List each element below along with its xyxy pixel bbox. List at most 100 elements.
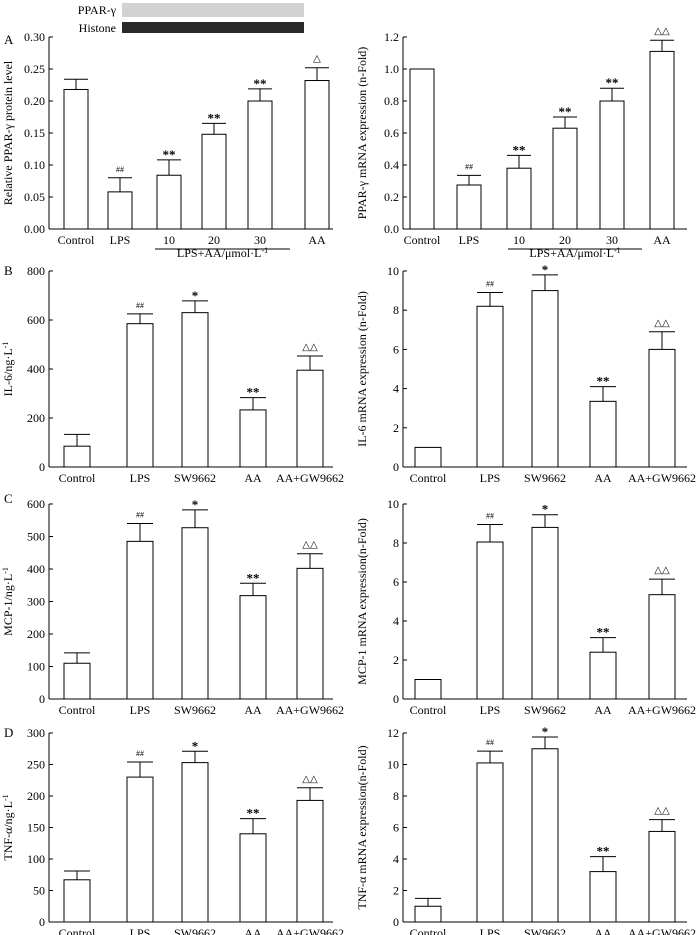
x-tick-label: AA: [244, 471, 262, 485]
x-tick-label: 30: [606, 233, 618, 247]
y-axis-label: IL-6/ng·L-1: [1, 342, 16, 397]
chart-6: 0 2 4 6 8 10 MCP-1 mRNA expression(n-Fold) Cont…: [355, 497, 696, 717]
x-tick-label: Control: [404, 233, 441, 247]
y-tick-label: 10: [387, 497, 399, 511]
y-tick-label: 1.0: [384, 62, 399, 76]
significance-mark: **: [513, 142, 526, 157]
x-tick-label: AA+GW9662: [628, 926, 696, 935]
bar-LPS: [476, 762, 504, 923]
bar-AA: [239, 409, 267, 468]
x-tick-label: SW9662: [524, 703, 566, 717]
bar-SW9662: [181, 312, 209, 468]
significance-mark: **: [597, 374, 610, 389]
y-tick-label: 800: [27, 264, 45, 278]
y-tick-label: 0.00: [24, 222, 45, 236]
significance-mark: △△: [654, 806, 670, 817]
chart-2: 0.0 0.2 0.4 0.6 0.8 1.0 1.2 PPAR-γ mRNA express…: [355, 26, 687, 260]
bar-Control: [63, 445, 91, 468]
y-tick-label: 600: [27, 313, 45, 327]
y-tick-label: 1.2: [384, 30, 399, 44]
x-tick-label: SW9662: [174, 926, 216, 935]
y-tick-label: 4: [393, 614, 399, 628]
significance-mark: ##: [116, 165, 124, 174]
bar-Control: [63, 88, 89, 230]
y-tick-label: 6: [393, 342, 399, 356]
panel-letter-a: A: [4, 32, 14, 47]
y-tick-label: 100: [27, 660, 45, 674]
y-tick-label: 8: [393, 789, 399, 803]
x-tick-label: LPS: [480, 926, 501, 935]
bar-LPS: [107, 191, 133, 230]
significance-mark: *: [542, 502, 549, 517]
y-tick-label: 0: [39, 460, 45, 474]
x-tick-label: AA: [594, 703, 612, 717]
significance-mark: △△: [654, 565, 670, 576]
bar-AA+GW9662: [648, 348, 676, 468]
y-axis-label: IL-6 mRNA expression (n-Fold): [355, 291, 369, 447]
bar-20: [552, 127, 578, 230]
y-tick-label: 2: [393, 653, 399, 667]
significance-mark: ##: [486, 511, 494, 520]
x-tick-label: SW9662: [174, 471, 216, 485]
bar-Control: [409, 68, 435, 230]
bar-AA: [589, 651, 617, 700]
significance-mark: **: [597, 844, 610, 859]
x-tick-label: 10: [513, 233, 525, 247]
y-tick-label: 4: [393, 852, 399, 866]
bar-10: [156, 174, 182, 230]
y-axis-label: MCP-1 mRNA expression(n-Fold): [355, 518, 369, 685]
bar-30: [247, 100, 273, 230]
y-tick-label: 150: [27, 821, 45, 835]
significance-mark: **: [247, 385, 260, 400]
bar-SW9662: [181, 762, 209, 923]
x-tick-label: AA: [653, 233, 671, 247]
group-label: LPS+AA/μmol·L-1: [529, 246, 620, 261]
western-blot: PPAR-γ Histone: [78, 3, 304, 35]
significance-mark: **: [163, 147, 176, 162]
y-tick-label: 0.6: [384, 126, 399, 140]
y-tick-label: 0.05: [24, 190, 45, 204]
bar-AA+GW9662: [296, 567, 324, 700]
y-axis-label: MCP-1/ng·L-1: [1, 567, 16, 636]
x-tick-label: LPS: [110, 233, 131, 247]
bar-Control: [63, 662, 91, 700]
y-tick-label: 0: [393, 460, 399, 474]
y-tick-label: 0.15: [24, 126, 45, 140]
significance-mark: **: [606, 75, 619, 90]
chart-3: 0 200 400 600 800 IL-6/ng·L-1 Control ## LPS * SW9…: [1, 264, 345, 485]
y-axis-label: TNF-α mRNA expression(n-Fold): [355, 745, 369, 909]
significance-mark: △: [313, 54, 321, 65]
significance-mark: **: [208, 110, 221, 125]
bar-LPS: [126, 323, 154, 468]
x-tick-label: AA: [594, 926, 612, 935]
significance-mark: △△: [302, 540, 318, 551]
significance-mark: ##: [136, 749, 144, 758]
y-tick-label: 200: [27, 627, 45, 641]
x-tick-label: AA: [244, 703, 262, 717]
significance-mark: **: [597, 625, 610, 640]
x-tick-label: SW9662: [174, 703, 216, 717]
x-tick-label: AA: [308, 233, 326, 247]
significance-mark: ##: [136, 511, 144, 520]
y-tick-label: 0.8: [384, 94, 399, 108]
bar-10: [506, 167, 532, 230]
bar-AA: [239, 595, 267, 700]
y-tick-label: 0: [39, 692, 45, 706]
x-tick-label: AA+GW9662: [628, 471, 696, 485]
bar-30: [599, 100, 625, 230]
significance-mark: **: [254, 76, 267, 91]
chart-4: 0 2 4 6 8 10 IL-6 mRNA expression (n-Fold) Cont…: [355, 262, 696, 485]
x-tick-label: Control: [410, 703, 447, 717]
x-tick-label: LPS: [480, 703, 501, 717]
y-tick-label: 400: [27, 362, 45, 376]
bar-AA: [589, 400, 617, 468]
y-tick-label: 10: [387, 264, 399, 278]
x-tick-label: 20: [559, 233, 571, 247]
panel-letter-c: C: [4, 491, 13, 506]
x-tick-label: SW9662: [524, 926, 566, 935]
panel-letter-d: D: [4, 725, 13, 740]
bar-AA: [649, 50, 675, 230]
bar-AA+GW9662: [296, 369, 324, 468]
x-tick-label: AA: [594, 471, 612, 485]
